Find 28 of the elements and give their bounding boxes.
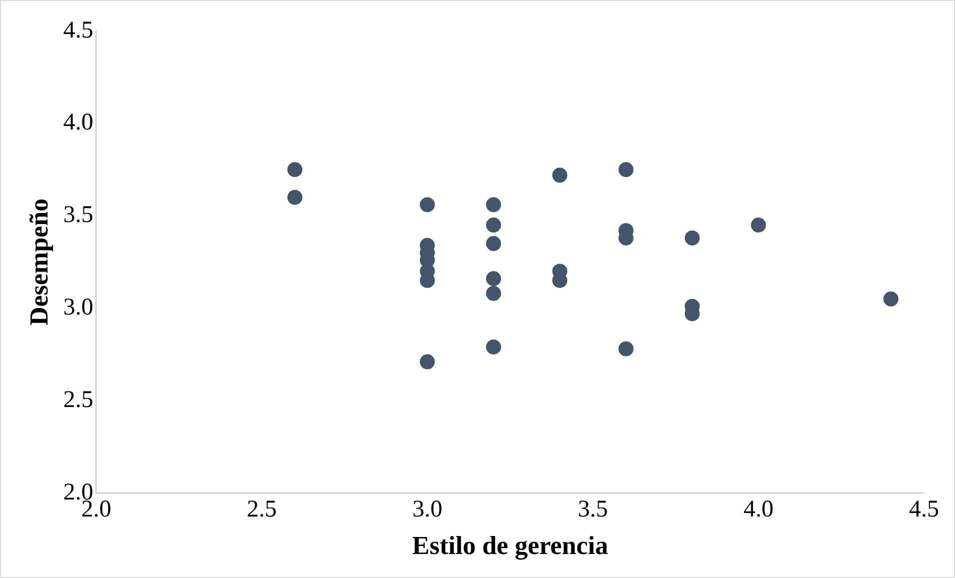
x-axis-title: Estilo de gerencia <box>412 531 608 560</box>
y-tick-label: 4.0 <box>63 110 94 136</box>
point <box>420 197 435 212</box>
point <box>618 341 634 356</box>
point <box>287 190 302 205</box>
point <box>618 162 634 178</box>
point <box>486 340 502 355</box>
point <box>684 230 700 246</box>
x-tick-label: 4.5 <box>909 496 939 523</box>
point <box>750 218 766 233</box>
point <box>552 168 568 183</box>
y-tick-label: 3.5 <box>63 202 94 228</box>
y-axis-title: Desempeño <box>24 198 54 326</box>
x-tick-label: 3.0 <box>412 496 442 523</box>
point <box>287 162 302 178</box>
point <box>486 218 502 233</box>
point <box>420 354 435 370</box>
point <box>486 236 502 252</box>
point <box>883 291 898 306</box>
y-tick-label: 4.5 <box>63 17 94 44</box>
point <box>486 197 502 212</box>
point <box>486 286 502 301</box>
x-tick-label: 3.5 <box>578 496 608 523</box>
x-tick-label: 2.5 <box>246 496 277 523</box>
y-tick-label: 2.5 <box>63 386 94 413</box>
x-tick-label: 4.0 <box>743 496 774 523</box>
y-tick-label: 3.0 <box>63 294 94 320</box>
point <box>486 271 502 286</box>
